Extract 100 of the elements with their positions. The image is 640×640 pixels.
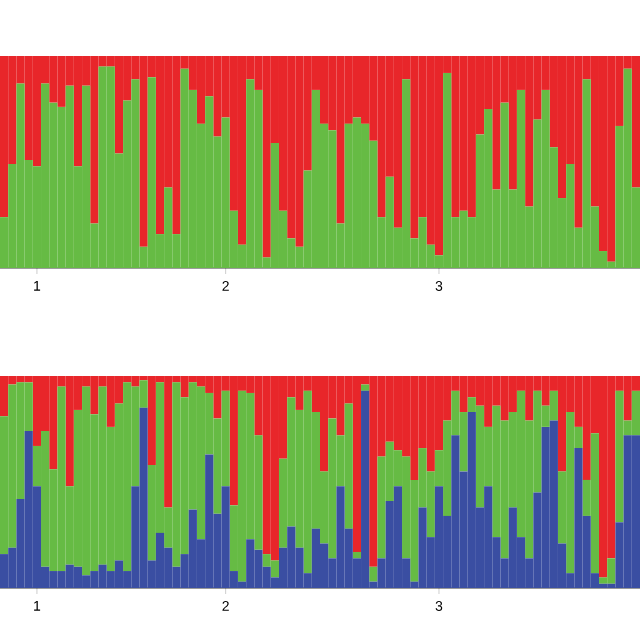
bar: [508, 507, 517, 588]
bar: [328, 418, 337, 559]
bar: [188, 509, 197, 588]
bar: [623, 376, 632, 421]
bar: [270, 376, 279, 561]
bar: [516, 89, 526, 268]
bar: [205, 96, 214, 268]
bar: [484, 486, 493, 588]
bar: [557, 376, 567, 472]
bar: [418, 217, 427, 268]
bar: [500, 376, 509, 421]
bar: [82, 575, 91, 588]
bar: [385, 176, 394, 268]
bar: [262, 55, 271, 258]
bar: [451, 435, 460, 588]
bar: [508, 55, 517, 190]
bar: [484, 376, 493, 427]
bar: [32, 55, 42, 167]
bar: [0, 55, 9, 218]
bar: [541, 376, 550, 406]
bar: [320, 376, 329, 472]
bar: [459, 210, 468, 268]
bar: [155, 532, 165, 588]
bar: [196, 376, 206, 387]
bar: [607, 558, 616, 584]
bar: [557, 55, 567, 199]
bar: [369, 566, 378, 582]
bar: [180, 376, 189, 398]
bar: [82, 386, 91, 576]
bar: [443, 72, 452, 268]
bar: [336, 486, 345, 588]
bar: [344, 123, 353, 268]
bar: [295, 376, 304, 410]
bar: [615, 390, 624, 523]
bar: [164, 187, 173, 268]
bar: [590, 433, 599, 574]
bar: [98, 386, 107, 565]
bar: [213, 376, 222, 419]
bar: [336, 376, 345, 436]
bar: [402, 79, 411, 268]
bar: [0, 554, 9, 588]
bar: [49, 55, 58, 103]
bar: [172, 55, 181, 235]
bar: [0, 376, 9, 417]
bar: [541, 426, 550, 588]
bar: [352, 376, 362, 552]
bar: [65, 564, 74, 588]
bar: [73, 566, 83, 588]
bar: [164, 376, 173, 508]
bar: [270, 142, 279, 268]
bar: [246, 539, 255, 588]
bar: [582, 376, 591, 480]
bar: [344, 403, 353, 529]
bar: [418, 507, 427, 588]
bar: [8, 384, 17, 548]
bar: [426, 376, 435, 472]
bar: [574, 448, 583, 588]
bar: [41, 431, 50, 567]
bar: [73, 55, 83, 167]
bar: [508, 376, 517, 413]
bar: [57, 386, 66, 572]
bar: [57, 571, 66, 588]
bar: [295, 55, 304, 247]
bar: [172, 382, 181, 567]
bar: [352, 117, 362, 268]
bar: [180, 68, 189, 268]
bar: [114, 560, 124, 588]
bar: [90, 571, 99, 588]
bar: [393, 486, 403, 588]
bar: [492, 55, 501, 190]
bar: [246, 79, 255, 268]
bar: [41, 83, 50, 268]
bar: [631, 390, 640, 436]
bar: [623, 435, 632, 588]
bar: [262, 376, 271, 555]
bar: [361, 384, 370, 391]
bar: [393, 376, 403, 451]
bar: [434, 486, 444, 588]
bar: [303, 390, 312, 574]
bar: [582, 79, 591, 268]
bar: [213, 55, 222, 137]
bar: [434, 55, 444, 256]
bar: [393, 55, 403, 228]
bar: [352, 55, 362, 118]
bar: [566, 164, 575, 268]
bar: [98, 66, 107, 268]
bar: [221, 486, 230, 588]
bar: [131, 79, 140, 268]
bar: [336, 55, 345, 224]
bar: [139, 407, 148, 588]
bar: [574, 55, 583, 228]
bar: [90, 55, 99, 224]
bar: [631, 435, 640, 588]
bar: [287, 55, 296, 239]
bar: [459, 376, 468, 413]
bar: [147, 376, 156, 466]
bar: [155, 55, 165, 235]
bar: [49, 376, 58, 470]
bar: [16, 83, 25, 268]
bar: [221, 117, 230, 268]
